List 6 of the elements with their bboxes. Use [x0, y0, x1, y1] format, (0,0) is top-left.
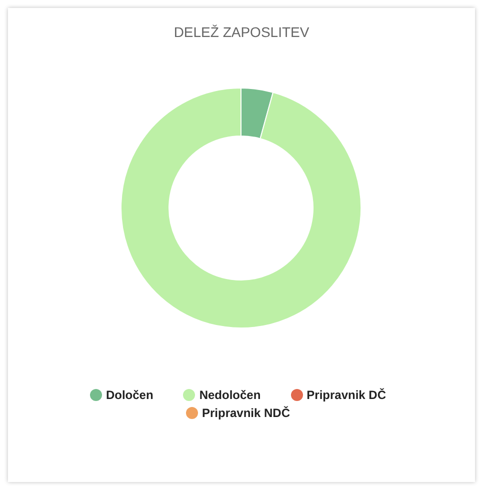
legend-label: Pripravnik DČ — [306, 388, 386, 402]
donut-slice — [120, 88, 362, 328]
legend-label: Nedoločen — [199, 388, 261, 402]
legend-label: Določen — [106, 388, 154, 402]
chart-title: DELEŽ ZAPOSLITEV — [172, 24, 310, 40]
legend-label: Pripravnik NDČ — [202, 406, 290, 420]
